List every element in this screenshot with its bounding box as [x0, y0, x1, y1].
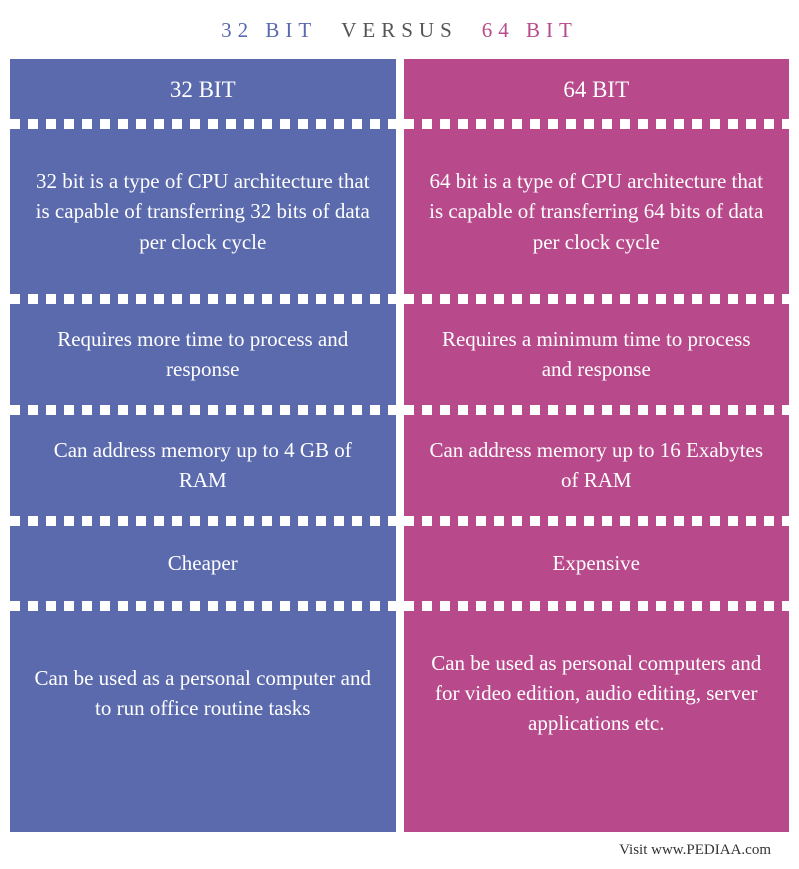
cell-left-1: Requires more time to process and respon… [10, 304, 396, 405]
column-right: 64 BIT 64 bit is a type of CPU architect… [404, 59, 790, 832]
separator [10, 516, 396, 526]
separator [404, 405, 790, 415]
header-left: 32 BIT [221, 18, 317, 43]
separator [10, 601, 396, 611]
header: 32 BIT VERSUS 64 BIT [0, 0, 799, 59]
footer-credit: Visit www.PEDIAA.com [0, 832, 799, 869]
cell-right-3: Expensive [404, 526, 790, 601]
cell-left-3: Cheaper [10, 526, 396, 601]
column-left: 32 BIT 32 bit is a type of CPU architect… [10, 59, 396, 832]
separator [10, 405, 396, 415]
cell-right-4: Can be used as personal computers and fo… [404, 611, 790, 776]
cell-right-1: Requires a minimum time to process and r… [404, 304, 790, 405]
cell-left-4: Can be used as a personal computer and t… [10, 611, 396, 776]
cell-left-0: 32 bit is a type of CPU architecture tha… [10, 129, 396, 294]
col-left-title: 32 BIT [10, 59, 396, 119]
separator [404, 516, 790, 526]
separator [10, 294, 396, 304]
separator [10, 119, 396, 129]
separator [404, 119, 790, 129]
cell-left-2: Can address memory up to 4 GB of RAM [10, 415, 396, 516]
cell-right-2: Can address memory up to 16 Exabytes of … [404, 415, 790, 516]
header-versus: VERSUS [341, 18, 458, 43]
header-right: 64 BIT [482, 18, 578, 43]
col-right-title: 64 BIT [404, 59, 790, 119]
separator [404, 601, 790, 611]
comparison-columns: 32 BIT 32 bit is a type of CPU architect… [0, 59, 799, 832]
separator [404, 294, 790, 304]
cell-right-0: 64 bit is a type of CPU architecture tha… [404, 129, 790, 294]
